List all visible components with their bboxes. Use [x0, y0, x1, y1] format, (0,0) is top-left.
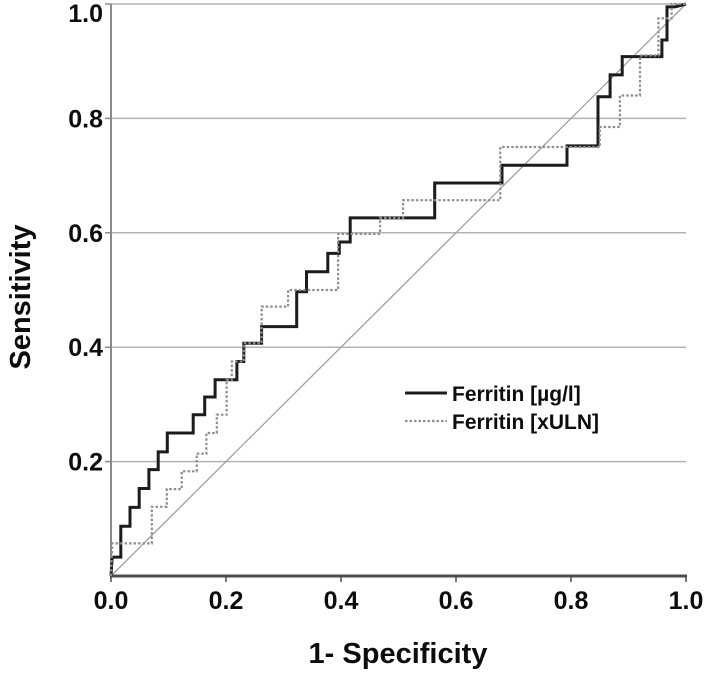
- y-axis-ticks: 0.2 0.4 0.6 0.8 1.0: [68, 0, 111, 477]
- y-tick-label: 0.6: [68, 220, 103, 248]
- y-axis-title: Sensitivity: [5, 224, 37, 369]
- y-tick-label: 0.8: [68, 105, 103, 133]
- roc-curve-ferritin-xuln: [109, 2, 686, 577]
- legend: Ferritin [µg/l] Ferritin [xULN]: [405, 383, 599, 434]
- x-tick-label: 0.6: [439, 587, 474, 615]
- x-tick-label: 0.2: [209, 587, 244, 615]
- legend-label-ferritin-ugl: Ferritin [µg/l]: [452, 383, 581, 406]
- roc-curve-ferritin-ugl: [109, 2, 687, 577]
- x-tick-label: 0.8: [554, 587, 589, 615]
- x-tick-label: 0.0: [94, 587, 129, 615]
- y-tick-label: 0.2: [68, 449, 103, 477]
- gridlines: [111, 3, 686, 463]
- x-tick-label: 1.0: [669, 587, 704, 615]
- x-axis-ticks: 0.0 0.2 0.4 0.6 0.8 1.0: [94, 576, 704, 615]
- x-tick-label: 0.4: [324, 587, 359, 615]
- reference-diagonal-line: [110, 3, 687, 577]
- legend-label-ferritin-xuln: Ferritin [xULN]: [452, 411, 599, 434]
- x-axis-title: 1- Specificity: [309, 638, 488, 670]
- roc-curves: [109, 2, 687, 577]
- y-tick-label: 0.4: [68, 334, 103, 362]
- y-tick-label: 1.0: [68, 0, 103, 28]
- axes: [110, 4, 687, 578]
